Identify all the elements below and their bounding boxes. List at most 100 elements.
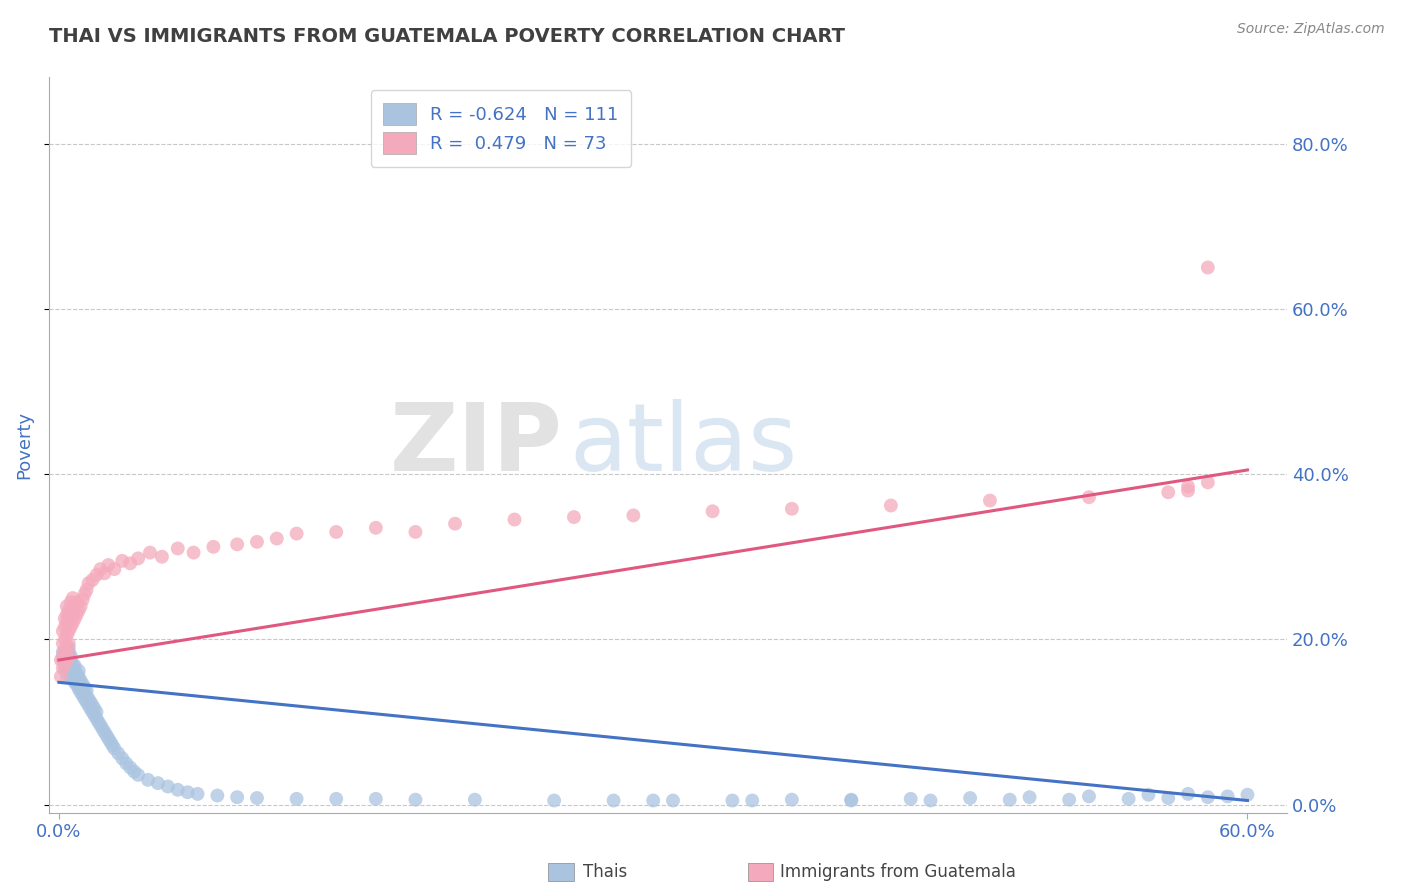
Point xyxy=(1118,792,1140,806)
Point xyxy=(53,645,76,659)
Point xyxy=(103,562,125,576)
Point xyxy=(58,665,80,680)
Point xyxy=(97,558,120,572)
Point xyxy=(72,689,94,703)
Point xyxy=(76,695,98,709)
Point xyxy=(58,640,80,655)
Point xyxy=(998,793,1021,807)
Point xyxy=(662,793,685,807)
Point xyxy=(63,599,86,614)
Point xyxy=(67,675,90,690)
Point xyxy=(246,791,269,805)
Point xyxy=(56,640,79,655)
Point xyxy=(166,782,188,797)
Point xyxy=(464,793,486,807)
Point xyxy=(62,603,84,617)
Point xyxy=(602,793,624,807)
Point xyxy=(52,624,75,639)
Point xyxy=(67,669,90,683)
Point xyxy=(76,582,98,597)
Point xyxy=(79,695,101,709)
Point xyxy=(920,793,942,807)
Point xyxy=(59,669,82,683)
Point xyxy=(87,714,110,729)
Point xyxy=(79,702,101,716)
Point xyxy=(621,508,644,523)
Point xyxy=(246,534,269,549)
Point xyxy=(111,751,134,765)
Point xyxy=(325,524,347,539)
Point xyxy=(166,541,188,556)
Point xyxy=(59,648,82,663)
Point xyxy=(59,654,82,668)
Point xyxy=(58,661,80,675)
Point xyxy=(880,499,903,513)
Point xyxy=(53,661,76,675)
Point xyxy=(83,702,105,716)
Point xyxy=(93,566,115,581)
Point xyxy=(900,792,922,806)
Point xyxy=(67,681,90,696)
Text: ZIP: ZIP xyxy=(389,400,562,491)
Point xyxy=(1177,483,1199,498)
Point xyxy=(58,612,80,626)
Point xyxy=(82,705,104,719)
Point xyxy=(67,603,90,617)
Point xyxy=(120,760,142,774)
Point xyxy=(58,624,80,639)
Point xyxy=(56,628,79,642)
Point xyxy=(127,768,149,782)
Point xyxy=(59,664,82,678)
Point xyxy=(101,738,124,752)
Point xyxy=(52,653,75,667)
Point xyxy=(58,648,80,663)
Point xyxy=(115,756,138,771)
Point xyxy=(62,672,84,686)
Point xyxy=(702,504,724,518)
Point xyxy=(56,661,79,675)
Point xyxy=(959,791,981,805)
Point xyxy=(59,658,82,673)
Point xyxy=(82,698,104,713)
Point xyxy=(127,551,149,566)
Point xyxy=(72,677,94,691)
Point xyxy=(53,620,76,634)
Point xyxy=(721,793,744,807)
Point xyxy=(1177,787,1199,801)
Point xyxy=(58,603,80,617)
Point xyxy=(364,521,387,535)
Point xyxy=(364,792,387,806)
Point xyxy=(86,705,108,719)
Point xyxy=(139,546,162,560)
Point xyxy=(91,722,114,736)
Point xyxy=(89,562,111,576)
Point xyxy=(63,675,86,690)
Point xyxy=(839,793,862,807)
Point xyxy=(72,682,94,697)
Point xyxy=(100,735,122,749)
Point xyxy=(62,591,84,605)
Point xyxy=(52,636,75,650)
Point xyxy=(62,662,84,676)
Point xyxy=(1216,789,1239,804)
Point xyxy=(1197,790,1219,805)
Point xyxy=(56,653,79,667)
Point xyxy=(58,648,80,663)
Point xyxy=(53,653,76,667)
Point xyxy=(226,537,249,551)
Point xyxy=(77,576,100,591)
Point xyxy=(1057,793,1080,807)
Point xyxy=(62,667,84,681)
Point xyxy=(69,685,91,699)
Point xyxy=(89,718,111,732)
Point xyxy=(82,573,104,587)
Point xyxy=(103,741,125,756)
Point xyxy=(66,595,89,609)
Point xyxy=(63,669,86,683)
Point xyxy=(56,599,79,614)
Point xyxy=(839,793,862,807)
Point xyxy=(56,669,79,683)
Point xyxy=(53,657,76,672)
Point xyxy=(107,747,129,761)
Point xyxy=(59,620,82,634)
